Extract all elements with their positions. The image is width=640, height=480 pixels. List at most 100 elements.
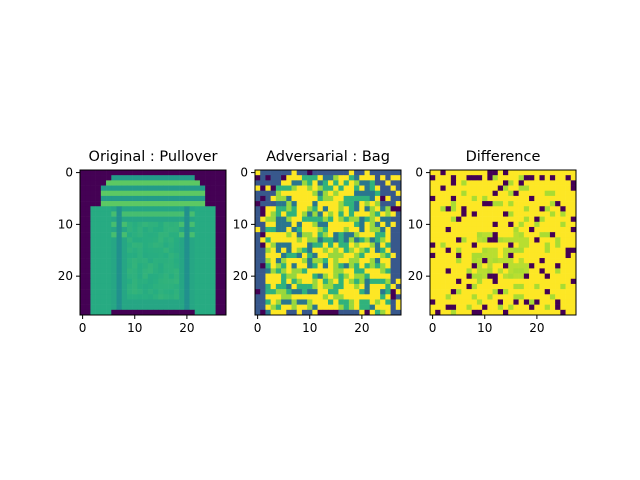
heatmap-cell-difference	[570, 170, 577, 176]
heatmap-cell-difference	[445, 242, 452, 248]
heatmap-cell-adversarial	[286, 273, 292, 280]
heatmap-cell-original	[116, 226, 123, 233]
heatmap-cell-original	[199, 278, 206, 285]
heatmap-cell-adversarial	[348, 247, 355, 254]
heatmap-cell-difference	[503, 283, 509, 290]
heatmap-cell-original	[132, 289, 138, 295]
heatmap-cell-original	[184, 201, 190, 207]
heatmap-cell-adversarial	[260, 268, 266, 274]
heatmap-cell-original	[168, 232, 175, 238]
heatmap-cell-difference	[544, 294, 551, 300]
heatmap-cell-difference	[487, 226, 493, 233]
heatmap-cell-adversarial	[270, 180, 277, 186]
heatmap-cell-difference	[482, 170, 488, 176]
heatmap-cell-adversarial	[348, 299, 355, 305]
heatmap-cell-difference	[555, 289, 561, 295]
heatmap-cell-adversarial	[390, 268, 397, 274]
heatmap-cell-difference	[445, 304, 452, 311]
heatmap-cell-difference	[539, 247, 546, 254]
heatmap-cell-adversarial	[322, 237, 329, 243]
heatmap-cell-difference	[539, 237, 546, 243]
heatmap-cell-original	[158, 211, 164, 217]
heatmap-cell-adversarial	[307, 206, 313, 212]
heatmap-cell-difference	[466, 252, 473, 259]
heatmap-cell-adversarial	[390, 242, 397, 248]
heatmap-cell-adversarial	[275, 185, 282, 192]
heatmap-cell-adversarial	[255, 170, 261, 176]
heatmap-cell-difference	[497, 278, 504, 285]
heatmap-cell-adversarial	[312, 283, 318, 290]
heatmap-cell-original	[158, 170, 164, 176]
heatmap-cell-difference	[435, 273, 441, 280]
heatmap-cell-difference	[555, 201, 561, 207]
heatmap-cell-original	[158, 232, 164, 238]
heatmap-cell-adversarial	[291, 175, 298, 181]
heatmap-cell-adversarial	[296, 294, 303, 300]
heatmap-cell-original	[100, 283, 107, 290]
heatmap-cell-adversarial	[385, 247, 391, 254]
heatmap-cell-difference	[471, 263, 478, 269]
heatmap-cell-difference	[508, 232, 514, 238]
heatmap-cell-adversarial	[255, 304, 261, 311]
heatmap-cell-original	[179, 180, 185, 186]
heatmap-cell-difference	[523, 304, 530, 311]
heatmap-cell-difference	[450, 232, 457, 238]
heatmap-cell-adversarial	[317, 242, 324, 248]
heatmap-cell-difference	[435, 175, 441, 181]
heatmap-cell-original	[121, 226, 128, 233]
heatmap-cell-adversarial	[265, 190, 271, 197]
heatmap-cell-original	[158, 242, 164, 248]
heatmap-cell-difference	[565, 201, 572, 207]
heatmap-cell-difference	[445, 289, 452, 295]
heatmap-cell-original	[220, 299, 227, 305]
heatmap-cell-adversarial	[317, 195, 324, 202]
heatmap-cell-difference	[544, 237, 551, 243]
heatmap-cell-adversarial	[359, 242, 365, 248]
heatmap-cell-difference	[534, 211, 540, 217]
heatmap-cell-original	[111, 206, 117, 212]
heatmap-cell-original	[80, 185, 86, 192]
heatmap-cell-adversarial	[317, 237, 324, 243]
heatmap-cell-adversarial	[328, 252, 334, 259]
heatmap-cell-adversarial	[395, 170, 402, 176]
heatmap-cell-original	[80, 304, 86, 311]
heatmap-cell-original	[173, 294, 180, 300]
heatmap-cell-original	[194, 170, 201, 176]
heatmap-cell-difference	[570, 237, 577, 243]
heatmap-cell-original	[80, 211, 86, 217]
heatmap-cell-adversarial	[307, 226, 313, 233]
heatmap-cell-difference	[456, 289, 462, 295]
heatmap-cell-difference	[565, 195, 572, 202]
heatmap-cell-original	[147, 185, 154, 192]
heatmap-cell-original	[153, 283, 159, 290]
heatmap-cell-adversarial	[260, 237, 266, 243]
heatmap-cell-difference	[549, 195, 556, 202]
heatmap-cell-adversarial	[354, 278, 360, 285]
heatmap-cell-original	[132, 263, 138, 269]
heatmap-cell-original	[184, 170, 190, 176]
heatmap-cell-adversarial	[369, 226, 376, 233]
heatmap-cell-adversarial	[338, 294, 344, 300]
heatmap-cell-difference	[544, 221, 551, 228]
heatmap-cell-difference	[476, 299, 483, 305]
heatmap-cell-original	[111, 268, 117, 274]
heatmap-cell-original	[95, 283, 102, 290]
heatmap-cell-difference	[440, 232, 446, 238]
heatmap-cell-original	[179, 201, 185, 207]
heatmap-cell-adversarial	[385, 289, 391, 295]
heatmap-cell-original	[147, 242, 154, 248]
heatmap-cell-adversarial	[333, 294, 339, 300]
heatmap-cell-adversarial	[255, 195, 261, 202]
heatmap-cell-difference	[560, 294, 566, 300]
heatmap-cell-difference	[482, 258, 488, 264]
heatmap-cell-original	[199, 283, 206, 290]
heatmap-cell-original	[153, 195, 159, 202]
heatmap-cell-difference	[539, 283, 546, 290]
heatmap-cell-adversarial	[291, 195, 298, 202]
heatmap-cell-adversarial	[385, 252, 391, 259]
heatmap-cell-original	[168, 180, 175, 186]
heatmap-cell-adversarial	[307, 185, 313, 192]
heatmap-cell-adversarial	[359, 170, 365, 176]
heatmap-cell-original	[90, 299, 96, 305]
heatmap-cell-adversarial	[390, 294, 397, 300]
